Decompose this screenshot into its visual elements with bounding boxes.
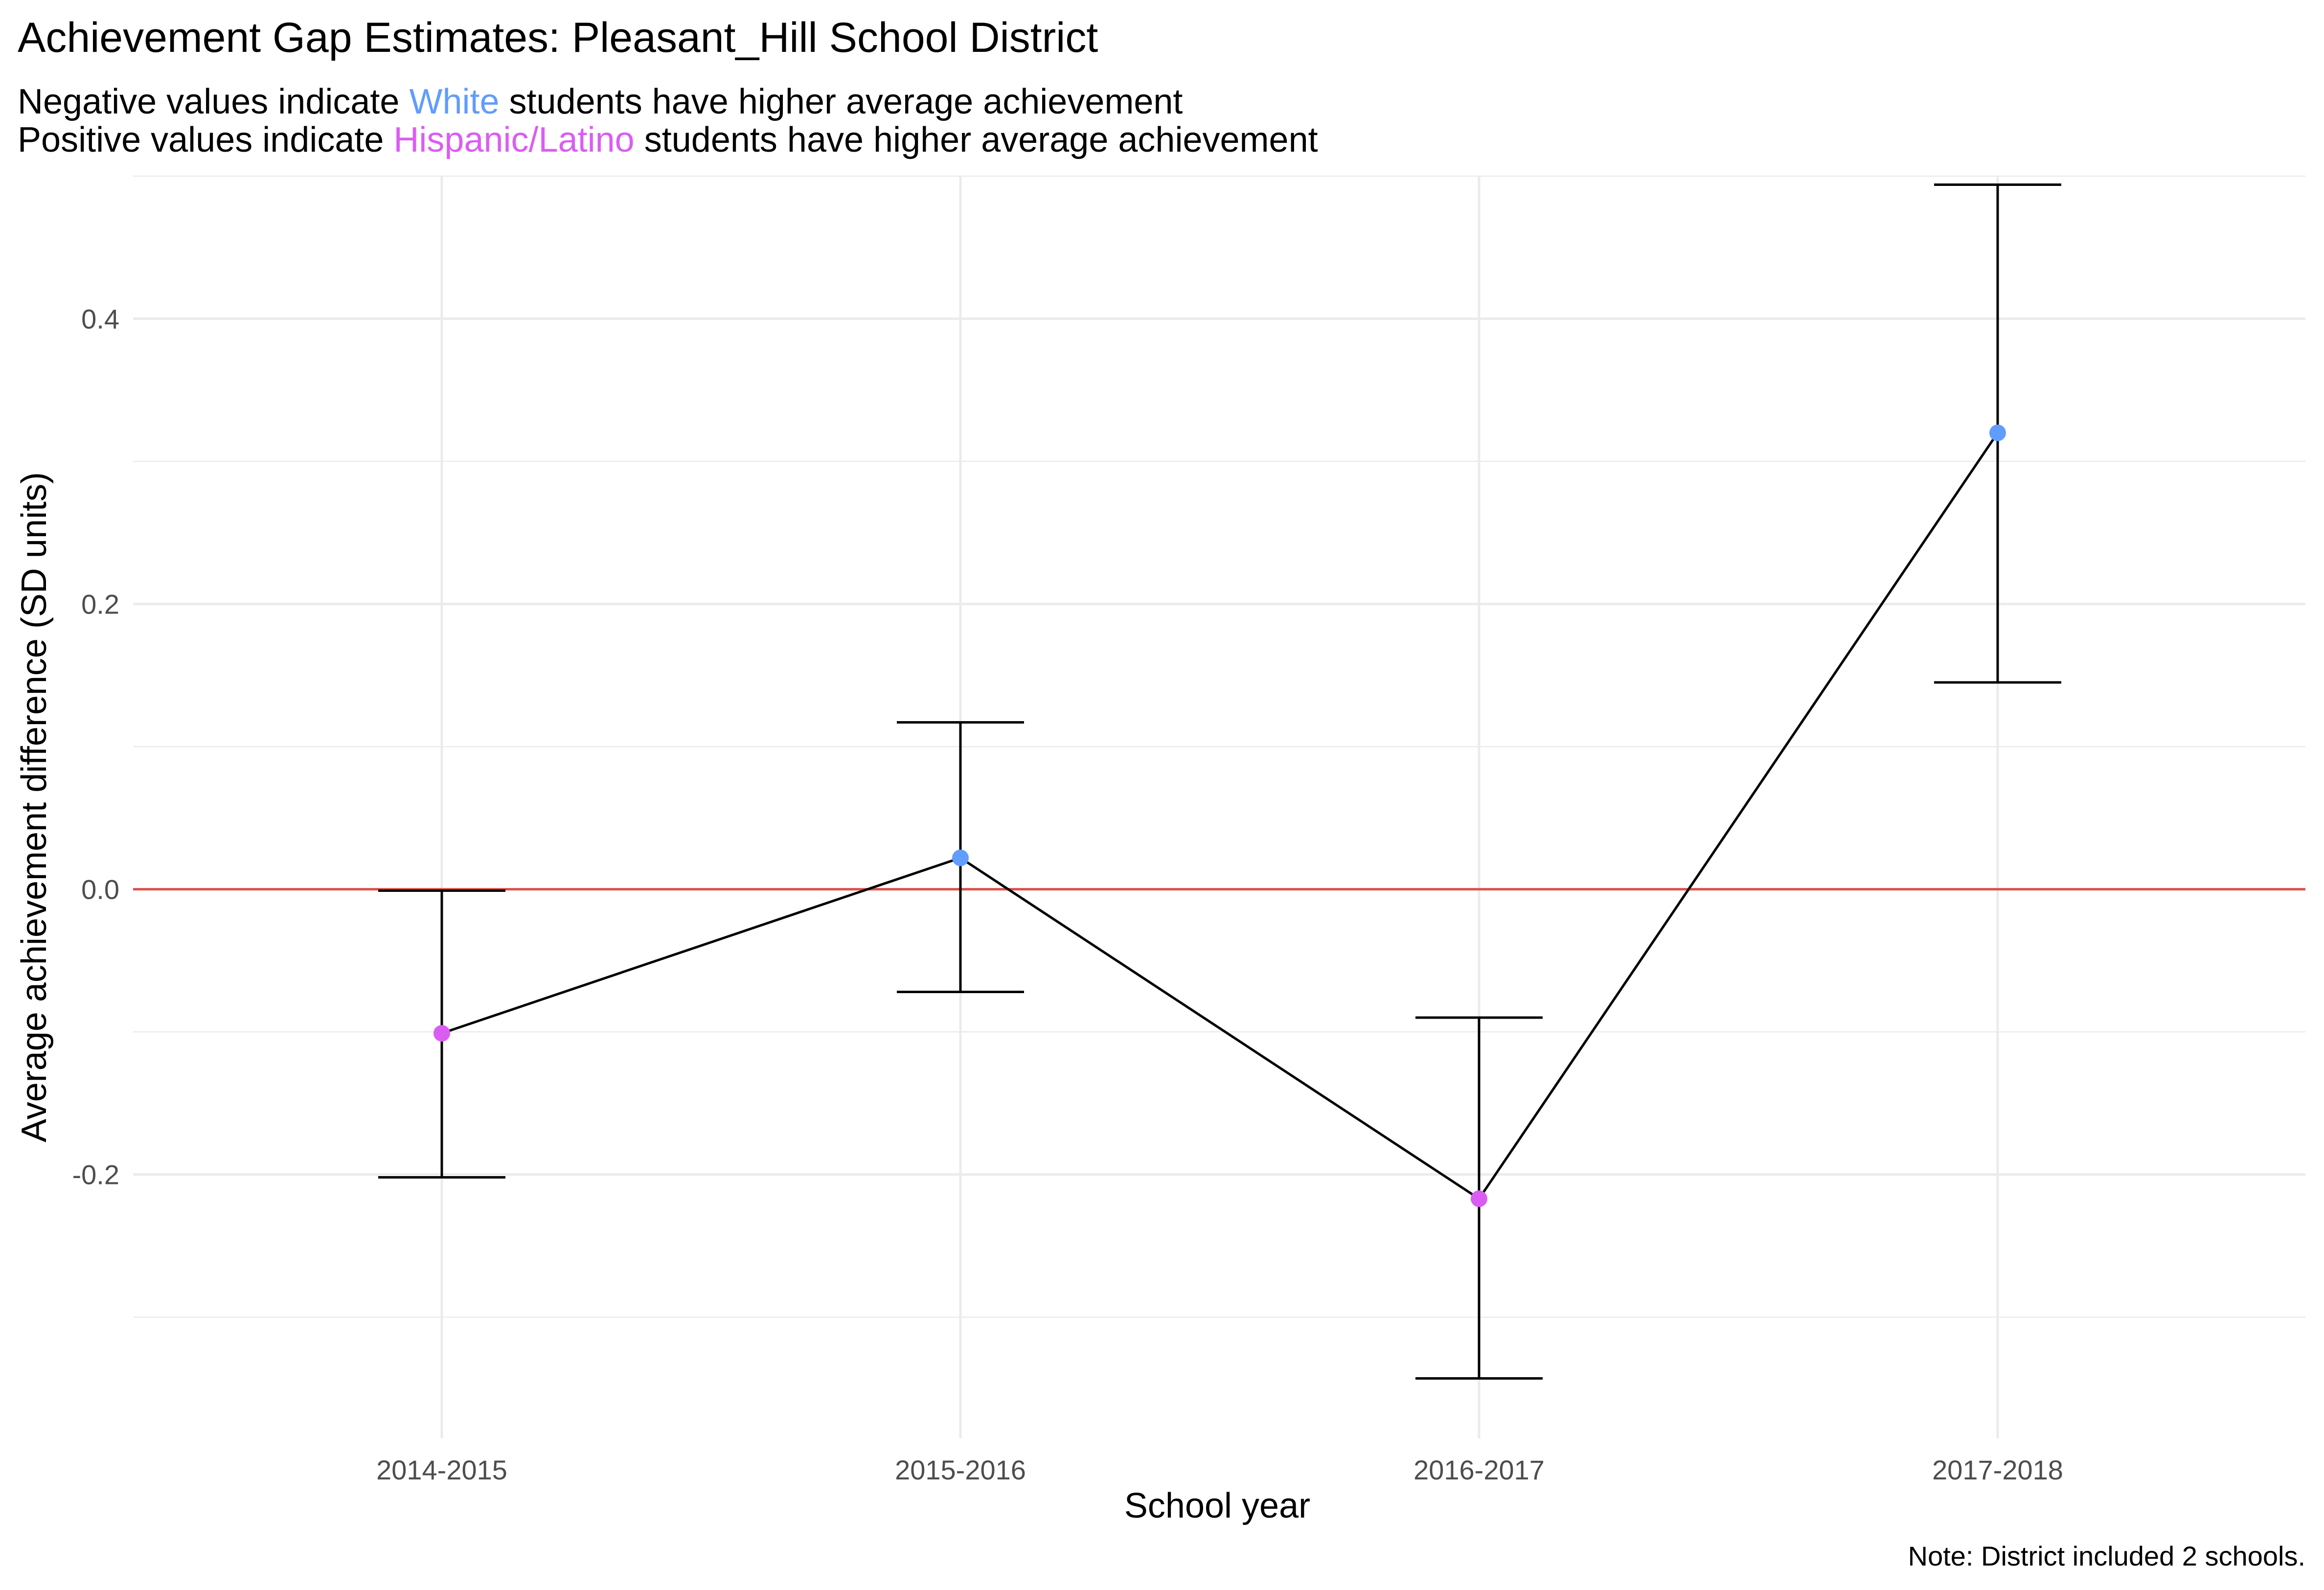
- chart-subtitle-line-2: Positive values indicate Hispanic/Latino…: [18, 120, 1318, 159]
- data-point: [952, 849, 969, 866]
- x-axis-ticks: 2014-2015 2015-2016 2016-2017 2017-2018: [376, 1454, 2063, 1485]
- y-tick-label: 0.2: [81, 589, 119, 620]
- subtitle-2-highlight: Hispanic/Latino: [393, 120, 634, 159]
- x-tick-label: 2016-2017: [1413, 1454, 1545, 1485]
- data-point: [1989, 424, 2006, 441]
- y-axis-ticks: -0.2 0.0 0.2 0.4: [72, 304, 120, 1190]
- data-points: [433, 424, 2006, 1207]
- chart-subtitle-line-1: Negative values indicate White students …: [18, 82, 1183, 121]
- subtitle-2-after: students have higher average achievement: [635, 120, 1318, 159]
- chart-title: Achievement Gap Estimates: Pleasant_Hill…: [18, 14, 1098, 61]
- series-line-layer: [441, 432, 1999, 1201]
- subtitle-1-before: Negative values indicate: [18, 82, 409, 121]
- y-tick-label: -0.2: [72, 1159, 120, 1190]
- x-axis-title: School year: [1124, 1486, 1310, 1525]
- x-tick-label: 2014-2015: [376, 1454, 507, 1485]
- x-tick-label: 2017-2018: [1932, 1454, 2063, 1485]
- error-bars: [378, 183, 2061, 1380]
- chart-caption: Note: District included 2 schools.: [1908, 1541, 2305, 1571]
- data-point: [433, 1025, 450, 1042]
- x-tick-label: 2015-2016: [895, 1454, 1026, 1485]
- data-point: [1471, 1190, 1487, 1207]
- subtitle-1-after: students have higher average achievement: [500, 82, 1183, 121]
- grid-major: [133, 176, 2305, 1438]
- subtitle-2-before: Positive values indicate: [18, 120, 393, 159]
- grid-minor: [133, 175, 2305, 1318]
- series-line: [441, 432, 1999, 1201]
- y-tick-label: 0.0: [81, 874, 119, 905]
- y-axis-title: Average achievement difference (SD units…: [15, 472, 54, 1142]
- y-tick-label: 0.4: [81, 304, 119, 335]
- plot-area: [133, 175, 2305, 1438]
- subtitle-1-highlight: White: [409, 82, 499, 121]
